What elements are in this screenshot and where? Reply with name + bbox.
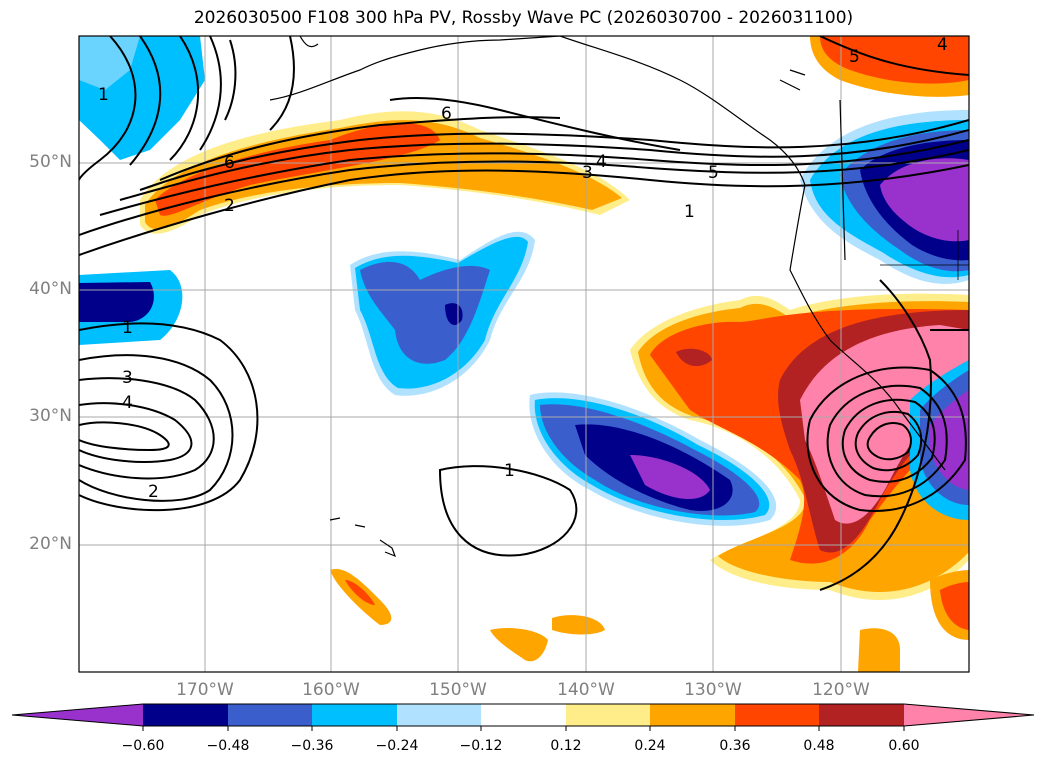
lon-label: 150°W xyxy=(429,680,487,700)
coastlines xyxy=(269,36,969,558)
colorbar-tick-label: −0.48 xyxy=(206,738,250,754)
colorbar-tick-label: −0.60 xyxy=(121,738,165,754)
contour-label: 5 xyxy=(708,163,719,183)
lon-label: 130°W xyxy=(684,680,742,700)
lon-label: 170°W xyxy=(176,680,234,700)
contour-label: 4 xyxy=(937,35,948,55)
lat-label: 40°N xyxy=(29,279,72,299)
contour-labels: 1 2 3 4 6 2 3 4 5 6 1 1 5 4 1 xyxy=(98,35,948,502)
contour-label: 5 xyxy=(849,47,860,67)
colorbar-tick-label: 0.60 xyxy=(888,738,920,754)
map-title: 2026030500 F108 300 hPa PV, Rossby Wave … xyxy=(193,8,854,28)
contour-label: 1 xyxy=(122,318,133,338)
lat-label: 30°N xyxy=(29,406,72,426)
colorbar-tick-label: 0.24 xyxy=(634,738,666,754)
contour-label: 4 xyxy=(122,393,133,413)
contour-label: 3 xyxy=(582,163,593,183)
lon-label: 120°W xyxy=(812,680,870,700)
lon-label: 140°W xyxy=(557,680,615,700)
colorbar-tick-label: −0.36 xyxy=(290,738,334,754)
colorbar xyxy=(11,703,1035,731)
map-frame xyxy=(78,35,970,673)
contour-label: 1 xyxy=(504,461,515,481)
contour-label: 1 xyxy=(684,202,695,222)
colorbar-tick-label: 0.12 xyxy=(550,738,582,754)
colorbar-tick-label: −0.12 xyxy=(459,738,503,754)
lat-label: 50°N xyxy=(29,152,72,172)
contour-label: 2 xyxy=(148,482,159,502)
pv-contours xyxy=(79,36,969,591)
contour-label: 1 xyxy=(98,85,109,105)
colorbar-tick-label: 0.48 xyxy=(803,738,835,754)
contour-label: 3 xyxy=(122,368,133,388)
contour-label: 2 xyxy=(224,196,235,216)
colorbar-tick-label: 0.36 xyxy=(719,738,751,754)
contour-label: 6 xyxy=(224,153,235,173)
lon-label: 160°W xyxy=(302,680,360,700)
contour-label: 6 xyxy=(441,104,452,124)
lat-label: 20°N xyxy=(29,534,72,554)
filled-anomalies xyxy=(79,36,969,672)
colorbar-extend-low xyxy=(12,704,143,726)
contour-label: 4 xyxy=(596,152,607,172)
colorbar-extend-high xyxy=(904,704,1034,726)
colorbar-tick-label: −0.24 xyxy=(375,738,419,754)
